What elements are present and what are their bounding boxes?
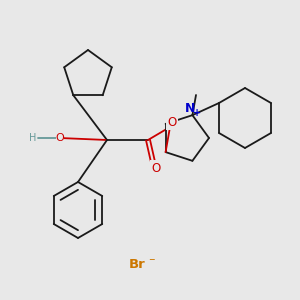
Text: O: O [152, 161, 160, 175]
Text: O: O [56, 133, 64, 143]
Text: H: H [28, 133, 36, 143]
Text: O: O [167, 116, 177, 128]
Text: ⁻: ⁻ [148, 256, 154, 269]
Text: +: + [194, 108, 202, 118]
Text: N: N [185, 102, 196, 115]
Text: Br: Br [128, 259, 145, 272]
